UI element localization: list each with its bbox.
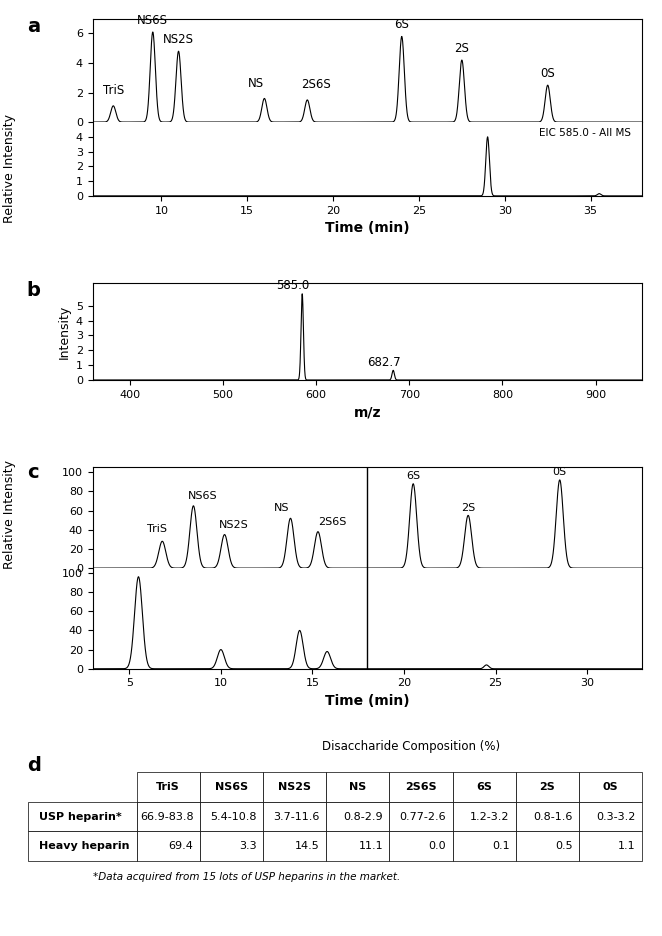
X-axis label: Time (min): Time (min) bbox=[325, 694, 410, 708]
X-axis label: Time (min): Time (min) bbox=[325, 221, 410, 235]
Text: Relative Intensity: Relative Intensity bbox=[3, 461, 17, 569]
Text: 585.0: 585.0 bbox=[276, 279, 310, 292]
Y-axis label: Intensity: Intensity bbox=[58, 304, 70, 358]
Text: NS6S: NS6S bbox=[188, 491, 217, 501]
Text: TriS: TriS bbox=[147, 523, 167, 534]
Text: 2S6S: 2S6S bbox=[318, 517, 347, 527]
Text: 2S6S: 2S6S bbox=[301, 78, 331, 91]
X-axis label: m/z: m/z bbox=[354, 405, 381, 419]
Text: TriS: TriS bbox=[103, 84, 124, 97]
Text: 6S: 6S bbox=[406, 471, 420, 481]
Text: 0S: 0S bbox=[540, 67, 555, 80]
Text: d: d bbox=[26, 756, 40, 775]
Text: NS6S: NS6S bbox=[137, 14, 168, 27]
Text: NS: NS bbox=[273, 504, 289, 514]
Text: Disaccharide Composition (%): Disaccharide Composition (%) bbox=[322, 740, 500, 753]
Text: NS: NS bbox=[248, 77, 264, 90]
Text: 6S: 6S bbox=[395, 19, 409, 31]
Text: b: b bbox=[26, 282, 40, 300]
Text: c: c bbox=[26, 463, 38, 482]
Text: 0S: 0S bbox=[553, 467, 567, 477]
Text: NS2S: NS2S bbox=[163, 33, 194, 46]
Text: 682.7: 682.7 bbox=[367, 356, 401, 369]
Text: 2S: 2S bbox=[461, 503, 475, 513]
Text: Relative Intensity: Relative Intensity bbox=[3, 114, 17, 223]
Text: a: a bbox=[26, 17, 40, 36]
Text: 2S: 2S bbox=[454, 42, 469, 55]
Text: *Data acquired from 15 lots of USP heparins in the market.: *Data acquired from 15 lots of USP hepar… bbox=[93, 872, 400, 883]
Text: EIC 585.0 - All MS: EIC 585.0 - All MS bbox=[539, 128, 631, 138]
Text: NS2S: NS2S bbox=[219, 519, 249, 530]
